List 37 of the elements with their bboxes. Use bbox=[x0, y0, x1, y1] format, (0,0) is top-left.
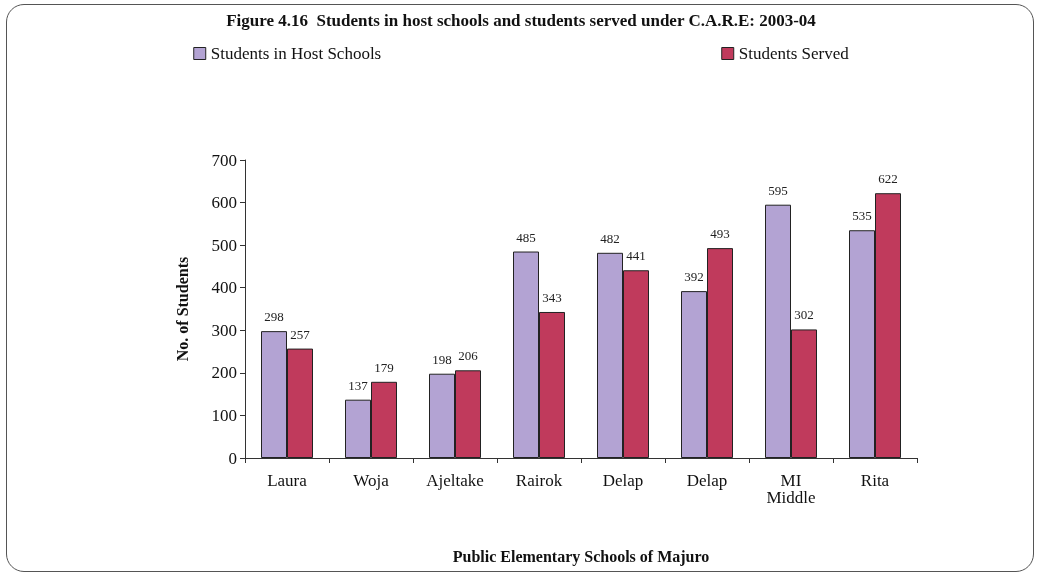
data-label: 137 bbox=[348, 377, 369, 393]
data-label: 493 bbox=[710, 226, 730, 242]
data-label: 302 bbox=[794, 307, 814, 323]
data-label: 595 bbox=[768, 182, 788, 198]
y-tick-label: 500 bbox=[211, 235, 237, 255]
y-tick-label: 400 bbox=[211, 278, 237, 298]
x-tick-label: Delap bbox=[686, 471, 728, 490]
y-tick-label: 100 bbox=[211, 405, 237, 425]
data-label: 257 bbox=[290, 326, 311, 342]
x-tick-label: Delap bbox=[602, 471, 644, 490]
data-label: 441 bbox=[626, 248, 646, 264]
y-tick-label: 700 bbox=[211, 150, 237, 170]
x-tick-label: Rita bbox=[860, 471, 890, 490]
data-label: 392 bbox=[684, 269, 704, 285]
data-label: 198 bbox=[432, 351, 452, 367]
x-tick-label: MI Middle bbox=[766, 471, 816, 507]
data-label: 482 bbox=[600, 230, 620, 246]
x-tick-label: Rairok bbox=[515, 471, 563, 490]
x-tick-label: Ajeltake bbox=[426, 471, 484, 490]
y-tick-label: 200 bbox=[211, 363, 237, 383]
x-axis-title: Public Elementary Schools of Majuro bbox=[452, 547, 710, 566]
y-tick-label: 300 bbox=[211, 320, 237, 340]
legend-label: Students Served bbox=[738, 44, 850, 63]
legend-label: Students in Host Schools bbox=[210, 44, 382, 63]
data-label: 622 bbox=[878, 171, 898, 187]
x-tick-label: Laura bbox=[267, 471, 308, 490]
data-label: 179 bbox=[374, 359, 394, 375]
y-axis-title: No. of Students bbox=[173, 256, 191, 362]
data-label: 485 bbox=[516, 229, 536, 245]
data-label: 298 bbox=[264, 309, 284, 325]
data-label: 535 bbox=[852, 208, 872, 224]
y-tick-label: 600 bbox=[211, 193, 237, 213]
data-label: 343 bbox=[542, 289, 562, 305]
y-tick-label: 0 bbox=[228, 448, 237, 468]
chart-title: Figure 4.16 Students in host schools and students served under C.A.R.E: 2003-04 bbox=[226, 10, 817, 30]
data-label: 206 bbox=[458, 348, 479, 364]
x-tick-label: Woja bbox=[353, 471, 390, 490]
